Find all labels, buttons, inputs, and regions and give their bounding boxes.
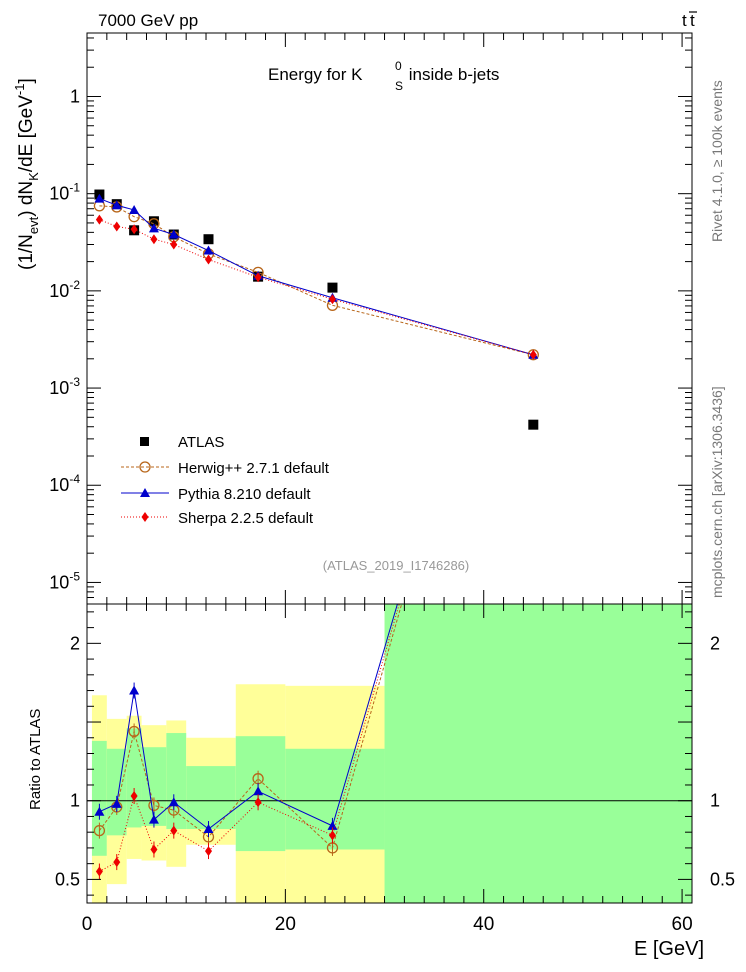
ratio-point-pythia-4 [168,797,179,807]
x-tick-label: 40 [473,914,494,935]
ratio-point-pythia-0 [94,806,105,816]
ratio-point-herwig-0 [93,824,106,837]
ratio-point-sherpa-3 [150,844,158,855]
legend-marker-sherpa [141,512,149,522]
upper-point-pythia-4 [168,229,179,239]
process-label-t: t [682,11,687,30]
ratio-point-herwig-2 [128,725,140,738]
x-axis-label: E [GeV] [634,938,704,960]
ratio-point-sherpa-7 [328,830,336,841]
ratio-point-sherpa-0 [95,866,103,877]
axis-ticks: 1 10-1 10-2 10-3 10-4 10-5 0 20 40 60 0.5 0.5 1 1 2 2 [49,33,735,935]
rivet-version-label: Rivet 4.1.0, ≥ 100k events [709,80,725,242]
upper-point-pythia-1 [111,200,122,210]
upper-point-sherpa-1 [113,221,121,232]
ratio-band-green-8 [384,604,692,903]
upper-line-herwig [99,205,534,356]
upper-point-sherpa-3 [150,234,158,245]
ratio-band-green-7 [285,748,385,850]
ratio-point-herwig-3 [148,799,160,812]
upper-point-pythia-5 [203,245,214,255]
ratio-point-pythia-2 [129,685,140,695]
upper-point-data-5 [203,234,214,245]
legend-label-herwig: Herwig++ 2.7.1 default [178,460,330,477]
ratio-ytick-label: 1 [70,791,80,811]
upper-point-sherpa-0 [95,214,103,225]
x-tick-label: 60 [672,914,693,935]
ratio-point-sherpa-4 [170,825,178,836]
upper-point-sherpa-8 [529,349,537,360]
upper-point-sherpa-5 [204,254,212,265]
ratio-band-green-5 [186,766,236,830]
ratio-point-sherpa-2 [130,790,138,801]
legend-label-sherpa: Sherpa 2.2.5 default [178,510,314,527]
upper-y-axis-label: (1/Nevt) dNK/dE [GeV-1] [12,78,41,270]
upper-line-sherpa [99,219,534,356]
upper-point-pythia-3 [148,223,159,233]
ratio-point-sherpa-5 [204,846,212,857]
upper-ytick-label: 1 [70,86,80,106]
upper-point-pythia-0 [94,193,105,203]
upper-ytick-label: 10-4 [49,472,80,495]
upper-panel-series [93,189,539,430]
ratio-ytick-label: 2 [70,633,80,653]
upper-point-data-3 [148,216,159,227]
ratio-point-pythia-1 [111,798,122,808]
plot-title-tail: inside b-jets [404,65,499,84]
ratio-point-pythia-6 [253,786,264,796]
analysis-tag: (ATLAS_2019_I1746286) [323,558,469,573]
svg-text:(1/Nevt) dNK/dE [GeV-1]: (1/Nevt) dNK/dE [GeV-1] [12,78,41,270]
legend-label-pythia: Pythia 8.210 default [178,486,311,503]
ratio-point-sherpa-1 [113,857,121,868]
upper-point-data-8 [528,419,539,430]
ratio-ytick-label: 0.5 [55,869,80,889]
ratio-ytick-label-right: 0.5 [710,869,735,889]
upper-ytick-label: 10-2 [49,278,80,301]
ratio-point-pythia-5 [203,824,214,834]
upper-ytick-label: 10-5 [49,569,80,592]
upper-line-pythia [99,198,534,356]
x-tick-label: 0 [82,914,93,935]
legend-label-atlas: ATLAS [178,434,224,451]
ratio-point-pythia-7 [327,820,338,830]
upper-point-sherpa-4 [170,239,178,250]
plot-title-subscript: S [395,79,403,93]
upper-point-data-7 [327,282,338,293]
upper-point-sherpa-2 [130,224,138,235]
ratio-point-pythia-3 [148,814,159,824]
process-label-tbar: t [690,11,695,30]
ratio-y-axis-label: Ratio to ATLAS [27,709,44,810]
collision-label: 7000 GeV pp [98,11,198,30]
ratio-line-sherpa [99,604,400,872]
x-tick-label: 20 [275,914,296,935]
legend-marker-pythia [140,488,150,497]
legend-marker-herwig [139,461,151,473]
ratio-ytick-label-right: 1 [710,791,720,811]
ratio-uncertainty-bands [91,604,692,903]
ratio-panel-series [93,604,403,880]
ratio-point-sherpa-6 [254,797,262,808]
mcplots-credit-label: mcplots.cern.ch [arXiv:1306.3436] [709,386,725,598]
upper-point-pythia-2 [129,204,140,214]
legend: ATLAS Herwig++ 2.7.1 default Pythia 8.21… [121,434,330,527]
legend-marker-atlas [140,437,149,446]
upper-ytick-label: 10-1 [49,181,80,204]
ratio-ytick-label-right: 2 [710,633,720,653]
upper-point-sherpa-7 [328,294,336,305]
upper-point-sherpa-6 [254,272,262,283]
plot-title: Energy for K [268,65,363,84]
ratio-band-green-2 [126,728,142,828]
plot-title-superscript: 0 [395,59,402,73]
upper-ytick-label: 10-3 [49,375,80,398]
